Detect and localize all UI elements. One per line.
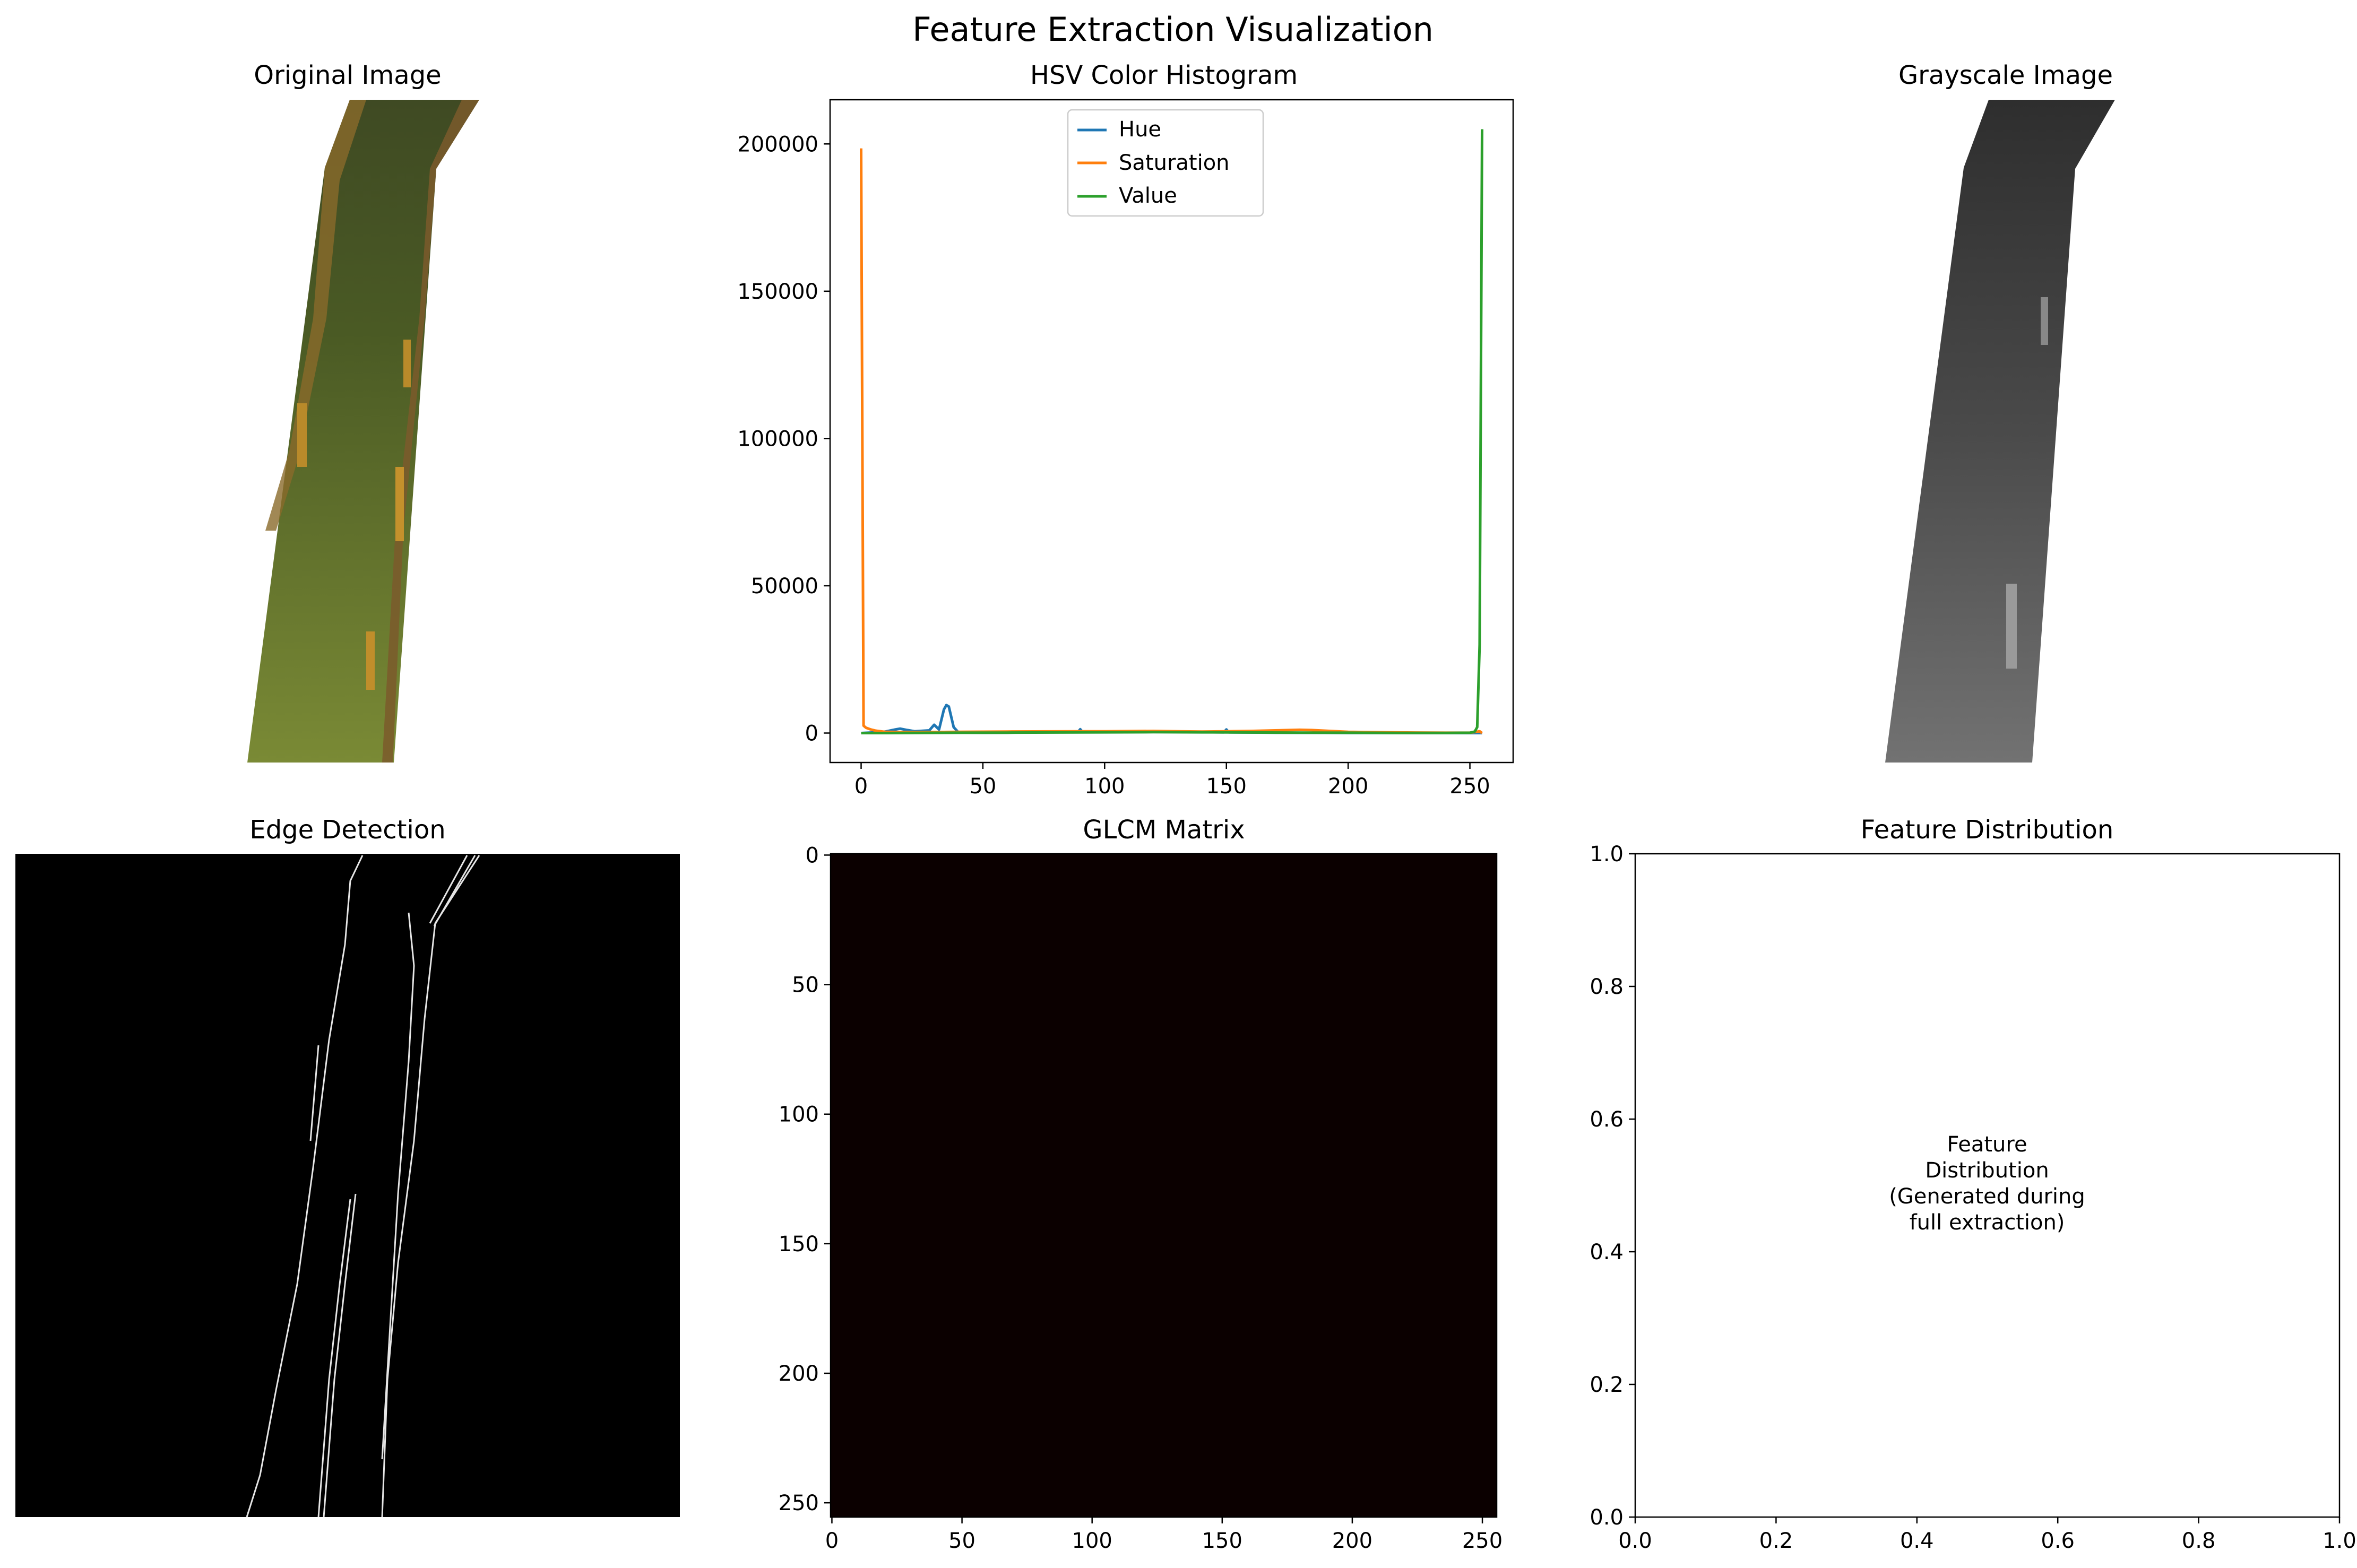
y-tick-label: 0.6 [1590,1107,1624,1132]
leaf-brown-edge-right [382,100,479,763]
edge-contour [381,912,415,1460]
x-tick-label: 200 [1332,1529,1372,1553]
y-tick-label: 100 [779,1103,819,1127]
edge-contour [317,1199,351,1518]
edge-contour [323,1193,357,1518]
x-tick-label: 1.0 [2323,1529,2356,1553]
x-tick-label: 0.2 [1759,1529,1793,1553]
distribution-x-ticks: 0.0 0.2 0.4 0.6 0.8 1.0 [1618,1517,2356,1553]
grayscale-image-title: Grayscale Image [1898,60,2113,90]
edge-contour [429,855,468,924]
figure-title: Feature Extraction Visualization [912,10,1434,49]
histogram-y-ticks: 0 50000 100000 150000 200000 [737,132,830,746]
x-tick-label: 50 [948,1529,975,1553]
panel-grayscale-image: Grayscale Image [1885,60,2115,763]
y-tick-label: 150 [779,1232,819,1257]
panel-hsv-histogram: HSV Color Histogram 0 50 100 150 200 250 0 500… [737,60,1514,799]
y-tick-label: 0 [805,721,818,746]
leaf-lesion [395,467,404,541]
edge-detection-title: Edge Detection [249,815,445,845]
panel-edge-detection: Edge Detection [15,815,680,1518]
grayscale-light-patch [2041,297,2048,345]
panel-original-image: Original Image [247,60,479,763]
glcm-y-ticks: 0 50 100 150 200 250 [779,843,831,1515]
leaf-blade [247,100,479,763]
leaf-lesion [366,631,375,690]
x-tick-label: 0 [825,1529,839,1553]
annotation-line: Distribution [1925,1158,2049,1183]
x-tick-label: 250 [1449,774,1490,799]
histogram-x-ticks: 0 50 100 150 200 250 [854,763,1490,799]
y-tick-label: 250 [779,1491,819,1515]
glcm-heatmap [831,854,1497,1517]
histogram-legend: Hue Saturation Value [1067,109,1264,217]
y-tick-label: 0.2 [1590,1373,1624,1397]
y-tick-label: 50 [792,973,819,998]
glcm-frame [830,853,1498,1518]
annotation-line: (Generated during [1889,1184,2085,1209]
histogram-series-lines [860,129,1483,734]
glcm-x-ticks: 0 50 100 150 200 250 [825,1517,1503,1553]
y-tick-label: 50000 [751,574,818,599]
y-tick-label: 1.0 [1590,842,1624,867]
feature-distribution-plot-area [1634,853,2341,1518]
legend-hue-label: Hue [1119,117,1161,142]
distribution-y-ticks: 0.0 0.2 0.4 0.6 0.8 1.0 [1590,842,1635,1530]
edge-contour [246,855,364,1518]
glcm-title: GLCM Matrix [1083,815,1245,845]
y-tick-label: 0.8 [1590,975,1624,999]
legend-value-label: Value [1119,184,1177,208]
y-tick-label: 0.4 [1590,1240,1624,1264]
feature-distribution-annotation: Feature Distribution (Generated during f… [1889,1132,2085,1235]
panel-glcm-matrix: GLCM Matrix 0 50 100 150 200 250 0 50 100 150 200… [779,815,1503,1553]
leaf-lesion [297,403,307,467]
y-tick-label: 0.0 [1590,1505,1624,1530]
y-tick-label: 150000 [737,280,818,304]
y-tick-label: 0 [806,843,819,868]
x-tick-label: 100 [1072,1529,1112,1553]
x-tick-label: 0.0 [1618,1529,1652,1553]
edge-contour [433,855,476,926]
legend-frame [1067,109,1264,217]
leaf-photo [247,100,479,763]
x-tick-label: 0 [854,774,868,799]
x-tick-label: 100 [1084,774,1125,799]
edge-map-background [15,854,680,1517]
y-tick-label: 200 [779,1362,819,1386]
y-tick-label: 200000 [737,132,818,157]
x-tick-label: 50 [969,774,996,799]
leaf-lesion [403,340,411,387]
annotation-line: Feature [1947,1132,2027,1157]
leaf-brown-edge-left [265,100,366,531]
histogram-title: HSV Color Histogram [1030,60,1298,90]
grayscale-leaf-blade [1885,100,2115,763]
series-line-value [861,129,1483,734]
grayscale-light-patch [2006,584,2017,669]
edge-lines [246,855,480,1518]
x-tick-label: 0.8 [2182,1529,2216,1553]
legend-saturation-label: Saturation [1119,151,1230,175]
x-tick-label: 200 [1328,774,1368,799]
x-tick-label: 0.4 [1900,1529,1934,1553]
x-tick-label: 150 [1206,774,1247,799]
edge-contour [309,1045,320,1141]
annotation-line: full extraction) [1910,1210,2065,1235]
original-image-title: Original Image [254,60,441,90]
panel-feature-distribution: Feature Distribution Feature Distributio… [1590,815,2356,1553]
feature-distribution-title: Feature Distribution [1861,815,2114,845]
x-tick-label: 250 [1462,1529,1503,1553]
y-tick-label: 100000 [737,427,818,451]
x-tick-label: 0.6 [2041,1529,2075,1553]
leaf-grayscale [1885,100,2115,763]
x-tick-label: 150 [1202,1529,1242,1553]
